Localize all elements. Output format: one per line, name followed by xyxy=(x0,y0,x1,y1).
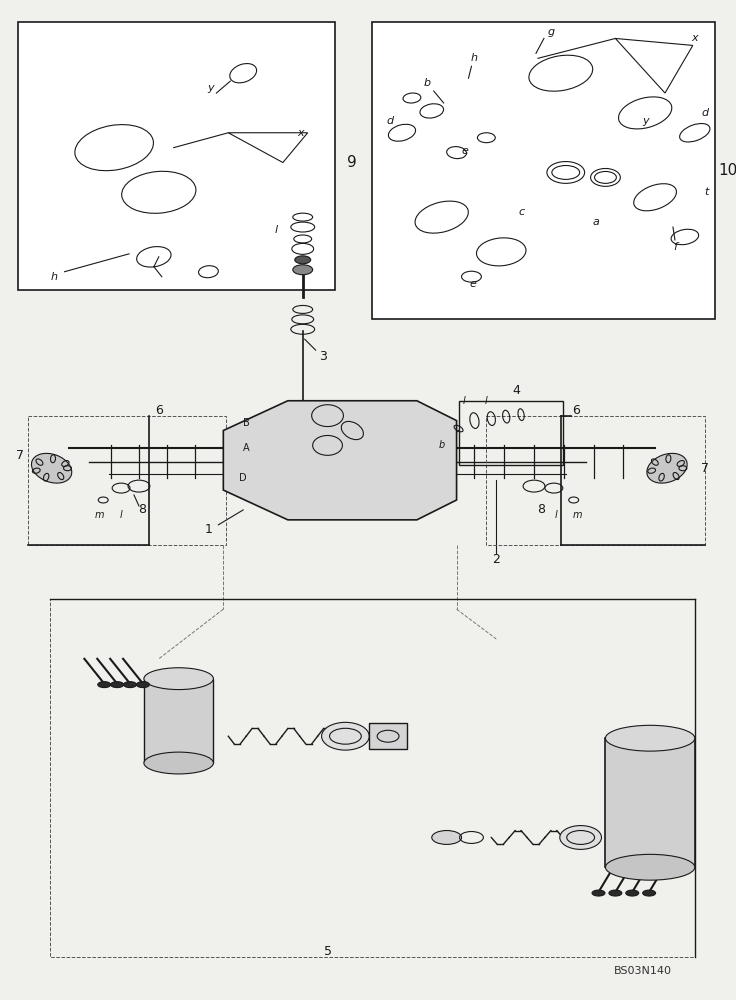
Text: l: l xyxy=(463,396,466,406)
Polygon shape xyxy=(223,401,456,520)
Bar xyxy=(28,416,226,545)
Text: 4: 4 xyxy=(512,384,520,397)
Text: y: y xyxy=(207,83,213,93)
Ellipse shape xyxy=(293,265,313,275)
Text: BS03N140: BS03N140 xyxy=(614,966,672,976)
Ellipse shape xyxy=(295,256,311,264)
Text: 1: 1 xyxy=(205,523,213,536)
Ellipse shape xyxy=(124,682,136,688)
Text: b: b xyxy=(423,78,431,88)
Text: B: B xyxy=(243,418,250,428)
Bar xyxy=(372,22,715,319)
Ellipse shape xyxy=(136,682,149,688)
Ellipse shape xyxy=(98,682,110,688)
Text: x: x xyxy=(297,128,304,138)
Bar xyxy=(459,401,563,465)
Bar xyxy=(18,22,336,290)
Text: A: A xyxy=(243,443,250,453)
Text: l: l xyxy=(485,396,488,406)
Text: 7: 7 xyxy=(701,462,709,475)
Text: e: e xyxy=(469,279,476,289)
Ellipse shape xyxy=(643,890,656,896)
Text: 3: 3 xyxy=(319,350,327,363)
Text: 8: 8 xyxy=(138,503,146,516)
Text: l: l xyxy=(120,510,122,520)
Text: f: f xyxy=(673,242,677,252)
Ellipse shape xyxy=(592,890,605,896)
Bar xyxy=(49,599,695,957)
Bar xyxy=(486,416,704,545)
Text: d: d xyxy=(701,108,708,118)
Text: 7: 7 xyxy=(16,449,24,462)
Text: m: m xyxy=(94,510,104,520)
Text: D: D xyxy=(239,473,247,483)
Ellipse shape xyxy=(647,453,687,483)
Text: 10: 10 xyxy=(718,163,736,178)
Ellipse shape xyxy=(432,831,461,844)
Text: x: x xyxy=(692,33,698,43)
Text: d: d xyxy=(386,116,394,126)
Text: l: l xyxy=(275,225,277,235)
Bar xyxy=(606,738,695,867)
Ellipse shape xyxy=(32,453,72,483)
Ellipse shape xyxy=(110,682,124,688)
Text: y: y xyxy=(642,116,648,126)
Ellipse shape xyxy=(606,854,695,880)
Ellipse shape xyxy=(626,890,639,896)
Text: 6: 6 xyxy=(572,404,580,417)
Text: h: h xyxy=(51,272,58,282)
Bar xyxy=(369,723,407,749)
Ellipse shape xyxy=(144,668,213,690)
Text: 2: 2 xyxy=(492,553,500,566)
Text: 8: 8 xyxy=(537,503,545,516)
Text: g: g xyxy=(548,27,554,37)
Ellipse shape xyxy=(606,725,695,751)
Text: l: l xyxy=(554,510,557,520)
Ellipse shape xyxy=(144,752,213,774)
Text: e: e xyxy=(461,146,468,156)
Text: b: b xyxy=(439,440,445,450)
Text: m: m xyxy=(573,510,582,520)
Ellipse shape xyxy=(609,890,622,896)
Text: c: c xyxy=(518,207,524,217)
Text: 5: 5 xyxy=(324,945,331,958)
Text: a: a xyxy=(592,217,599,227)
Ellipse shape xyxy=(322,722,369,750)
Ellipse shape xyxy=(560,826,601,849)
Bar xyxy=(144,679,213,763)
Text: h: h xyxy=(471,53,478,63)
Text: 9: 9 xyxy=(347,155,357,170)
Text: 6: 6 xyxy=(155,404,163,417)
Text: t: t xyxy=(704,187,709,197)
